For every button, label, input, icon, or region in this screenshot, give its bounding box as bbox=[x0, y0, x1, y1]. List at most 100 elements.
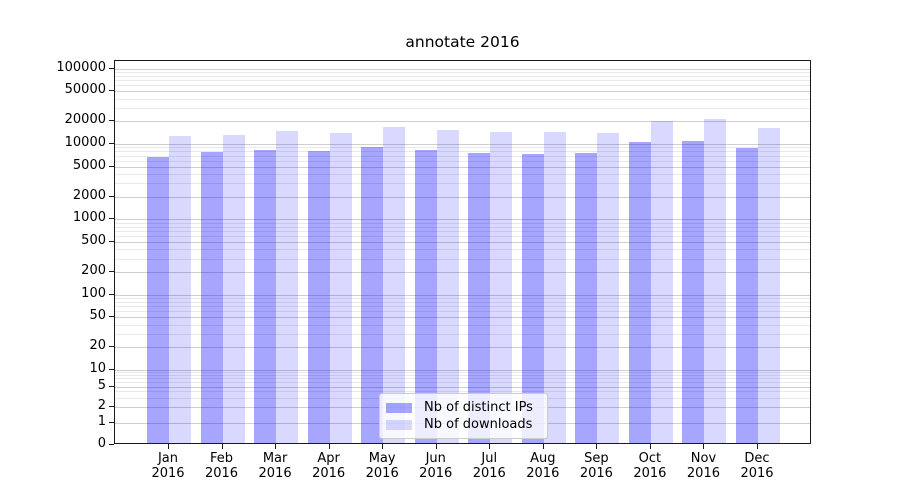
bar-downloads bbox=[650, 121, 673, 444]
gridline-major bbox=[115, 91, 810, 93]
x-tick-mark bbox=[489, 444, 491, 449]
y-tick-mark bbox=[109, 368, 114, 370]
gridline-major bbox=[115, 369, 810, 371]
y-tick-label: 2 bbox=[97, 398, 106, 413]
x-tick-label: Feb 2016 bbox=[204, 451, 239, 481]
gridline-minor bbox=[115, 391, 810, 393]
gridline-major bbox=[115, 241, 810, 243]
x-tick-mark bbox=[435, 444, 437, 449]
gridline-major bbox=[115, 317, 810, 319]
gridline-minor bbox=[115, 98, 810, 100]
y-tick-label: 10 bbox=[89, 360, 106, 376]
bar-downloads bbox=[704, 118, 727, 444]
y-tick-label: 50 bbox=[89, 308, 106, 324]
gridline-major bbox=[115, 144, 810, 145]
gridline-major bbox=[115, 166, 810, 168]
bar-downloads bbox=[276, 130, 299, 444]
x-tick-label: Mar 2016 bbox=[258, 451, 292, 481]
gridline-major bbox=[115, 347, 810, 349]
legend-swatch-distinct-ips bbox=[386, 403, 412, 413]
bar-downloads bbox=[383, 126, 406, 444]
bar-downloads bbox=[597, 132, 620, 444]
y-tick-label: 1 bbox=[97, 413, 106, 429]
y-tick-label: 20000 bbox=[64, 112, 106, 128]
x-tick-mark bbox=[382, 444, 384, 449]
y-tick-mark bbox=[109, 195, 114, 197]
bar-downloads bbox=[758, 128, 780, 444]
gridline-major bbox=[115, 294, 810, 296]
y-tick-label: 100000 bbox=[56, 59, 106, 75]
bar-distinct-ips bbox=[736, 147, 758, 444]
gridline-minor bbox=[115, 147, 810, 149]
y-tick-label: 0 bbox=[97, 435, 106, 451]
gridline-minor bbox=[115, 75, 810, 77]
legend-label: Nb of downloads bbox=[424, 417, 533, 432]
bar-distinct-ips bbox=[361, 147, 384, 444]
x-tick-label: Nov 2016 bbox=[686, 451, 720, 481]
bar-distinct-ips bbox=[200, 152, 223, 444]
gridline-minor bbox=[115, 80, 810, 82]
gridline-major bbox=[115, 68, 810, 70]
y-tick-label: 200 bbox=[81, 262, 106, 278]
y-tick-label: 5 bbox=[97, 377, 106, 393]
y-tick-mark bbox=[109, 316, 114, 318]
bar-distinct-ips bbox=[147, 157, 169, 444]
y-tick-mark bbox=[109, 240, 114, 242]
x-tick-label: Jul 2016 bbox=[472, 451, 506, 481]
y-tick-label: 500 bbox=[81, 232, 106, 248]
gridline-major bbox=[115, 271, 810, 273]
y-tick-mark bbox=[109, 385, 114, 387]
gridline-minor bbox=[115, 298, 810, 300]
x-tick-mark bbox=[596, 444, 598, 449]
bar-distinct-ips bbox=[468, 152, 491, 444]
bar-distinct-ips bbox=[521, 153, 544, 444]
y-tick-mark bbox=[109, 421, 114, 423]
y-tick-label: 10000 bbox=[64, 135, 106, 150]
y-tick-label: 1000 bbox=[72, 210, 106, 226]
gridline-minor bbox=[115, 155, 810, 157]
bar-downloads bbox=[169, 136, 191, 444]
bar-downloads bbox=[329, 132, 352, 444]
y-tick-label: 100 bbox=[81, 285, 106, 301]
gridline-minor bbox=[115, 258, 810, 260]
y-tick-label: 2000 bbox=[72, 187, 106, 203]
y-tick-mark bbox=[109, 165, 114, 167]
gridline-minor bbox=[115, 183, 810, 185]
gridline-minor bbox=[115, 108, 810, 110]
bar-distinct-ips bbox=[575, 152, 598, 444]
bar-distinct-ips bbox=[307, 150, 330, 444]
y-tick-mark bbox=[109, 346, 114, 348]
legend-label: Nb of distinct IPs bbox=[424, 400, 533, 415]
x-tick-mark bbox=[542, 444, 544, 449]
bar-downloads bbox=[222, 134, 245, 444]
y-tick-label: 20 bbox=[89, 338, 106, 354]
bar-downloads bbox=[490, 131, 513, 444]
gridline-minor bbox=[115, 306, 810, 308]
gridline-minor bbox=[115, 151, 810, 153]
gridline-major bbox=[115, 386, 810, 388]
x-tick-label: Jun 2016 bbox=[419, 451, 453, 481]
y-tick-mark bbox=[109, 443, 114, 445]
gridline-minor bbox=[115, 230, 810, 232]
bar-downloads bbox=[436, 129, 459, 444]
gridline-minor bbox=[115, 301, 810, 303]
y-tick-mark bbox=[109, 218, 114, 220]
x-tick-mark bbox=[168, 444, 169, 449]
x-tick-label: Oct 2016 bbox=[633, 451, 667, 481]
chart-title: annotate 2016 bbox=[405, 33, 520, 51]
x-tick-label: Dec 2016 bbox=[740, 451, 774, 481]
x-tick-label: Aug 2016 bbox=[526, 451, 560, 481]
gridline-major bbox=[115, 219, 810, 221]
x-tick-label: May 2016 bbox=[365, 451, 399, 481]
y-tick-mark bbox=[109, 293, 114, 295]
gridline-major bbox=[115, 196, 810, 198]
gridline-minor bbox=[115, 333, 810, 335]
gridline-minor bbox=[115, 382, 810, 384]
y-tick-label: 50000 bbox=[64, 82, 106, 98]
gridline-minor bbox=[115, 85, 810, 87]
gridline-minor bbox=[115, 378, 810, 380]
y-tick-mark bbox=[109, 90, 114, 92]
gridline-minor bbox=[115, 236, 810, 237]
gridline-major bbox=[115, 121, 810, 123]
